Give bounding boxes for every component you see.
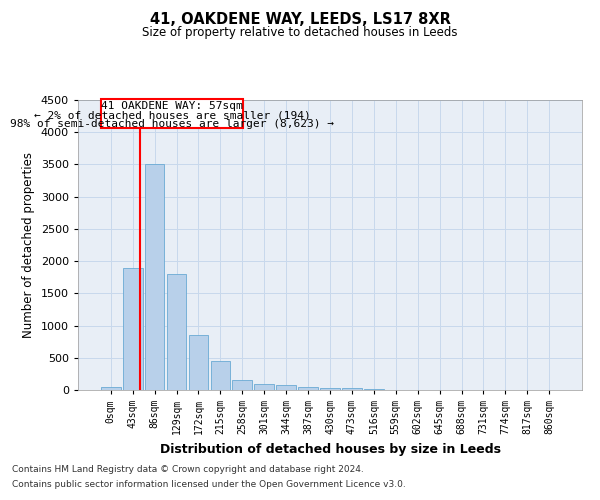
Bar xyxy=(232,380,252,390)
Bar xyxy=(101,387,121,390)
Text: 41, OAKDENE WAY, LEEDS, LS17 8XR: 41, OAKDENE WAY, LEEDS, LS17 8XR xyxy=(149,12,451,28)
Bar xyxy=(254,384,274,390)
Text: ← 2% of detached houses are smaller (194): ← 2% of detached houses are smaller (194… xyxy=(34,110,311,120)
Bar xyxy=(123,268,143,390)
Bar xyxy=(342,388,362,390)
Y-axis label: Number of detached properties: Number of detached properties xyxy=(22,152,35,338)
Bar xyxy=(145,164,164,390)
Text: Contains HM Land Registry data © Crown copyright and database right 2024.: Contains HM Land Registry data © Crown c… xyxy=(12,465,364,474)
Text: 41 OAKDENE WAY: 57sqm: 41 OAKDENE WAY: 57sqm xyxy=(101,101,243,111)
Bar xyxy=(211,361,230,390)
Text: Contains public sector information licensed under the Open Government Licence v3: Contains public sector information licen… xyxy=(12,480,406,489)
Bar xyxy=(276,386,296,390)
Bar xyxy=(167,274,187,390)
Bar xyxy=(320,388,340,390)
X-axis label: Distribution of detached houses by size in Leeds: Distribution of detached houses by size … xyxy=(160,442,500,456)
FancyBboxPatch shape xyxy=(101,98,244,128)
Bar xyxy=(298,387,318,390)
Bar xyxy=(188,335,208,390)
Text: 98% of semi-detached houses are larger (8,623) →: 98% of semi-detached houses are larger (… xyxy=(10,119,334,129)
Text: Size of property relative to detached houses in Leeds: Size of property relative to detached ho… xyxy=(142,26,458,39)
